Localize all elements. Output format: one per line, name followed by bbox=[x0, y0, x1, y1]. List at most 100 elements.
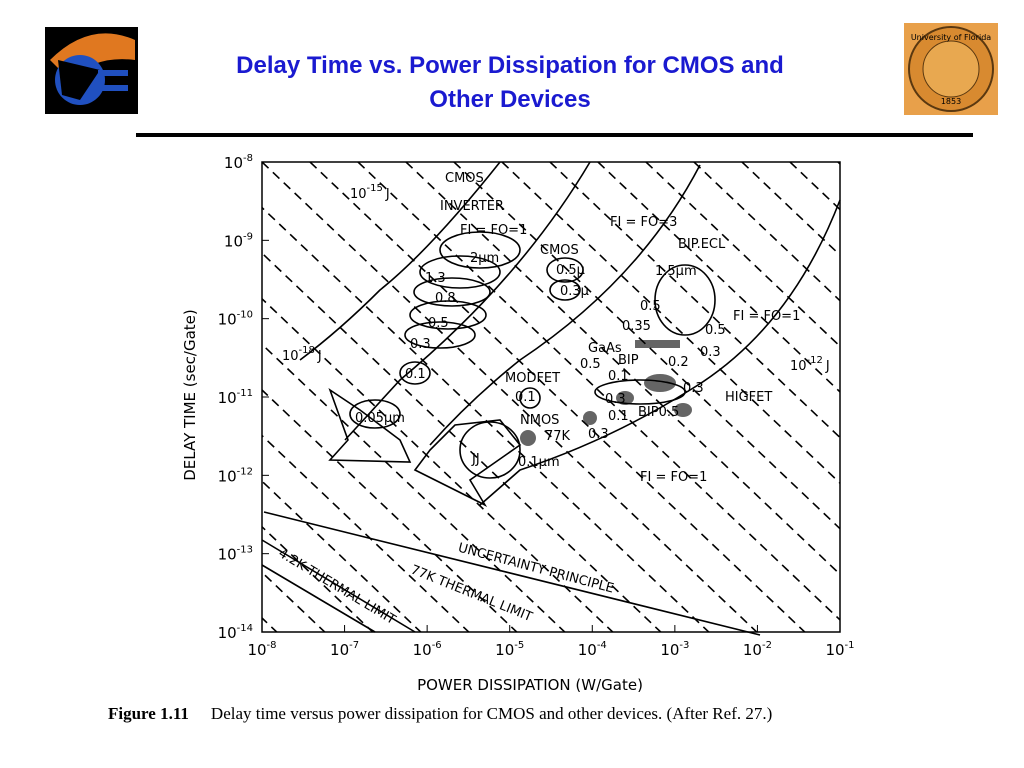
exponent: -15 bbox=[367, 183, 383, 194]
y-axis-label: DELAY TIME (sec/Gate) bbox=[181, 309, 199, 481]
annotation: 0.5 bbox=[705, 323, 726, 338]
base: 10 bbox=[218, 389, 237, 407]
y-tick-label: 10-12 bbox=[218, 466, 253, 485]
annotation: 0.8 bbox=[435, 291, 456, 306]
energy-line bbox=[789, 162, 840, 211]
energy-line bbox=[501, 162, 840, 485]
energy-line bbox=[597, 162, 840, 394]
regions bbox=[261, 161, 841, 636]
energy-lines bbox=[262, 162, 1024, 700]
annotation: 0.3 bbox=[588, 427, 609, 442]
base: 10 bbox=[825, 641, 844, 659]
base: 10 bbox=[790, 359, 807, 374]
x-tick-label: 10-7 bbox=[330, 640, 359, 659]
exponent: -6 bbox=[432, 640, 442, 651]
x-tick-label: 10-6 bbox=[413, 640, 442, 659]
exponent: -8 bbox=[243, 153, 253, 164]
annotation: 0.3 bbox=[605, 392, 626, 407]
exponent: -12 bbox=[807, 355, 823, 366]
exponent: -11 bbox=[237, 388, 253, 399]
base: 10 bbox=[224, 232, 243, 250]
annotation: 77K bbox=[545, 429, 571, 444]
energy-label: 10-18 J bbox=[282, 345, 322, 364]
exponent: -3 bbox=[679, 640, 689, 651]
energy-label: 10-15 J bbox=[350, 183, 390, 202]
annotation: CMOS bbox=[445, 171, 484, 186]
unit: J bbox=[385, 187, 390, 202]
base: 10 bbox=[218, 624, 237, 642]
annotation: FI = FO=1 bbox=[640, 470, 707, 485]
annotation: INVERTER bbox=[440, 199, 504, 214]
annotation: 0.1 bbox=[608, 369, 629, 384]
base: 10 bbox=[224, 154, 243, 172]
energy-line bbox=[262, 206, 710, 632]
seal-year: 1853 bbox=[941, 97, 961, 106]
figure: University of Florida 1853 10-810 bbox=[45, 23, 1024, 700]
annotation: 0.1 bbox=[405, 367, 426, 382]
annotation: GaAs bbox=[588, 341, 622, 356]
seal-text: University of Florida bbox=[911, 33, 991, 42]
annotation: 0.5 bbox=[580, 357, 601, 372]
energy-line bbox=[837, 162, 840, 166]
exponent: -5 bbox=[514, 640, 524, 651]
energy-line bbox=[262, 388, 518, 632]
annotation: 0.5μ bbox=[556, 263, 585, 278]
annotation: 0.2 bbox=[668, 355, 689, 370]
x-tick-label: 10-4 bbox=[578, 640, 607, 659]
base: 10 bbox=[413, 641, 432, 659]
unit: J bbox=[317, 349, 322, 364]
exponent: -12 bbox=[237, 466, 253, 477]
annotation: 0.3μ bbox=[560, 284, 589, 299]
energy-label: 10-12 J bbox=[790, 355, 830, 374]
exponent: -10 bbox=[237, 310, 253, 321]
energy-line bbox=[262, 162, 758, 632]
base: 10 bbox=[350, 187, 367, 202]
annotation: 0.5 bbox=[428, 316, 449, 331]
exponent: -2 bbox=[762, 640, 772, 651]
annotation: FI = FO=1 bbox=[733, 309, 800, 324]
energy-line bbox=[645, 162, 840, 348]
energy-line bbox=[741, 162, 840, 257]
limit-label: 77K THERMAL LIMIT bbox=[408, 563, 534, 626]
title: Delay Time vs. Power Dissipation for CMO… bbox=[236, 52, 784, 79]
y-tick-label: 10-9 bbox=[224, 231, 253, 250]
exponent: -4 bbox=[597, 640, 607, 651]
rule bbox=[136, 133, 973, 137]
exponent: -1 bbox=[845, 640, 855, 651]
base: 10 bbox=[495, 641, 514, 659]
annotation: 0.1 bbox=[608, 409, 629, 424]
annotation: 0.05μm bbox=[355, 411, 405, 426]
x-tick-label: 10-5 bbox=[495, 640, 524, 659]
energy-line bbox=[693, 162, 840, 302]
y-tick-label: 10-14 bbox=[218, 623, 253, 642]
exponent: -7 bbox=[349, 640, 359, 651]
base: 10 bbox=[743, 641, 762, 659]
x-axis-label: POWER DISSIPATION (W/Gate) bbox=[417, 676, 643, 694]
base: 10 bbox=[247, 641, 266, 659]
hatches bbox=[520, 340, 692, 446]
base: 10 bbox=[218, 311, 237, 329]
y-tick-label: 10-8 bbox=[224, 153, 253, 172]
annotation: 0.5 bbox=[640, 299, 661, 314]
y-tick-label: 10-10 bbox=[218, 310, 253, 329]
base: 10 bbox=[660, 641, 679, 659]
energy-line bbox=[886, 162, 1024, 700]
base: 10 bbox=[218, 546, 237, 564]
annotation: HIGFET bbox=[725, 390, 772, 405]
annotation: 0.3 bbox=[410, 337, 431, 352]
y-tick-label: 10-11 bbox=[218, 388, 253, 407]
energy-line bbox=[262, 434, 470, 632]
energy-line bbox=[357, 162, 840, 622]
x-tick-label: 10-3 bbox=[660, 640, 689, 659]
left-logo bbox=[45, 27, 138, 114]
x-tick-label: 10-1 bbox=[825, 640, 854, 659]
annotation: CMOS bbox=[540, 243, 579, 258]
annotation: NMOS bbox=[520, 413, 559, 428]
caption-label: Figure 1.11 bbox=[108, 704, 189, 723]
annotation: 0.3 bbox=[683, 381, 704, 396]
seal: University of Florida 1853 bbox=[904, 23, 998, 115]
annotation: 0.3 bbox=[700, 345, 721, 360]
energy-line bbox=[453, 162, 840, 530]
energy-line bbox=[405, 162, 840, 576]
annotation: BIP bbox=[618, 353, 639, 368]
